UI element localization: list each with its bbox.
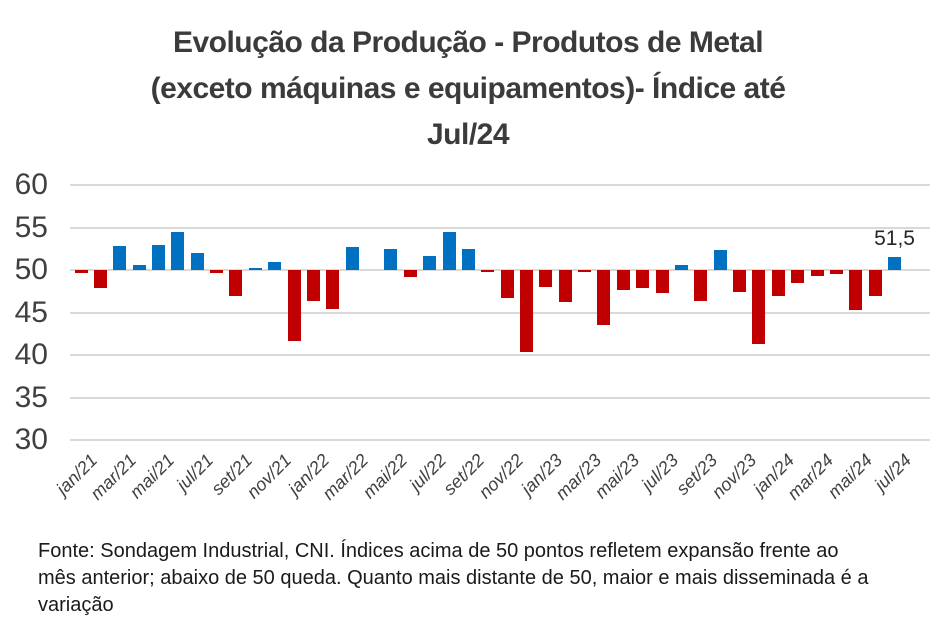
chart-title-line-1: Evolução da Produção - Produtos de Metal [172,26,764,59]
bar-out/21 [248,268,262,270]
bar-nov/23 [733,270,747,293]
bar-jun/22 [403,270,417,277]
bar-jul/22 [423,256,437,270]
y-axis-tick-label-30: 30 [14,423,48,456]
bar-out/23 [713,249,727,270]
bar-ago/22 [442,231,456,270]
chart-title: Evolução da Produção - Produtos de Metal… [0,20,936,158]
bar-fev/23 [558,270,572,303]
footer-line-3: variação [38,594,114,616]
bar-out/22 [481,270,495,272]
y-axis-tick-label-50: 50 [14,253,48,286]
bar-dez/23 [752,270,766,344]
bar-jul/21 [190,253,204,270]
bar-mai/21 [151,244,165,270]
footer-line-1: Fonte: Sondagem Industrial, CNI. Índices… [38,540,839,562]
bar-nov/22 [500,270,514,299]
gridline-50 [70,269,930,271]
y-axis-tick-label-35: 35 [14,380,48,414]
chart-title-line-3: Jul/24 [426,118,510,151]
bar-dez/22 [520,270,533,353]
bar-abr/21 [132,264,146,270]
bar-mar/24 [810,270,824,276]
bar-jul/24 [888,257,902,270]
chart-title-line-2: (exceto máquinas e equipamentos)- Índice… [150,72,786,105]
gridline-35 [70,396,930,399]
bar-set/23 [694,270,708,301]
bar-set/22 [461,248,475,270]
bar-jan/24 [771,270,785,297]
bar-jan/23 [539,270,553,287]
bar-mar/21 [113,246,127,270]
bar-ago/23 [674,264,688,270]
y-axis-tick-label-40: 40 [14,338,48,371]
value-annotation: 51,5 [874,227,915,251]
bar-mar/23 [578,270,592,272]
gridline-40 [70,354,930,356]
bar-jul/23 [655,270,669,293]
bar-jan/22 [306,270,320,301]
bar-abr/23 [597,270,611,326]
bar-fev/24 [791,270,805,283]
bar-mar/22 [345,247,359,270]
bar-jun/23 [636,270,650,288]
bar-dez/21 [287,270,301,342]
footer-line-2: mês anterior; abaixo de 50 queda. Quanto… [38,567,869,589]
bar-fev/22 [326,270,340,310]
x-axis-tick-label-jul/24: jul/24 [870,450,915,495]
bar-nov/21 [268,262,282,270]
bar-abr/24 [829,270,843,275]
bar-mai/23 [616,270,630,290]
bar-ago/21 [210,270,224,273]
bar-mai/22 [384,248,398,270]
gridline-55 [70,226,930,229]
footer-note: Fonte: Sondagem Industrial, CNI. Índices… [38,538,918,619]
y-axis-tick-label-55: 55 [14,210,48,244]
bar-set/21 [229,270,243,296]
bar-jun/24 [868,270,882,296]
bar-mai/24 [849,270,863,310]
bar-jan/21 [74,270,88,274]
y-axis-tick-label-60: 60 [14,168,48,201]
gridline-30 [70,439,930,441]
bar-fev/21 [93,270,107,288]
gridline-45 [70,311,930,314]
gridline-60 [70,184,930,186]
y-axis-tick-label-45: 45 [14,295,48,329]
bar-jun/21 [171,231,185,270]
